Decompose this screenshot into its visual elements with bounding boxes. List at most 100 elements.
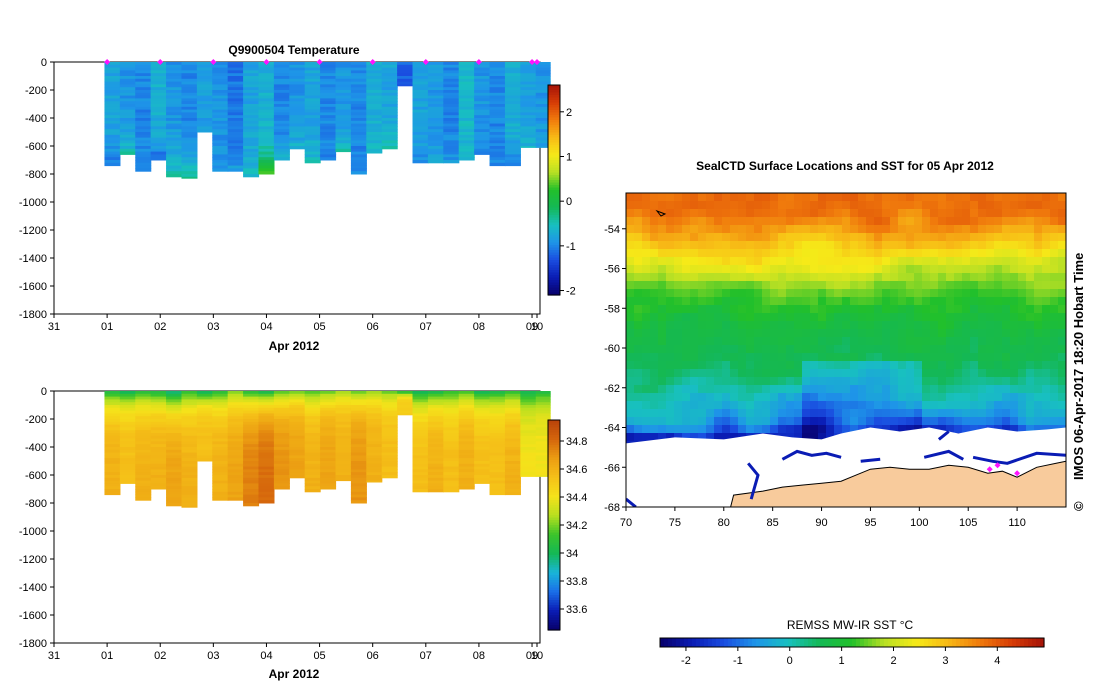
sst-cell	[1034, 233, 1043, 242]
section-cell	[104, 62, 121, 66]
section-cell	[443, 140, 460, 144]
sst-cell	[802, 417, 811, 426]
section-cell	[427, 84, 444, 88]
section-cell	[166, 151, 183, 155]
section-cell	[412, 109, 429, 113]
sst-cell	[794, 425, 803, 434]
section-cell	[212, 151, 229, 155]
section-cell	[504, 112, 521, 116]
sst-cell	[858, 241, 867, 250]
y-tick-label: -1400	[19, 253, 47, 265]
profile-column	[258, 62, 275, 175]
section-cell	[366, 126, 383, 130]
section-cell	[412, 396, 429, 400]
section-cell	[227, 455, 244, 459]
colorbar-swatch	[920, 638, 925, 647]
seal-location-marker	[1014, 470, 1021, 477]
section-cell	[227, 134, 244, 139]
section-cell	[504, 84, 521, 88]
sst-cell	[794, 297, 803, 306]
sst-cell	[850, 257, 859, 266]
colorbar-swatch	[852, 638, 857, 647]
section-cell	[443, 146, 460, 150]
section-cell	[520, 452, 537, 456]
sst-cell	[698, 273, 707, 282]
section-cell	[196, 92, 213, 97]
section-cell	[504, 447, 521, 451]
sst-cell	[642, 249, 651, 258]
sst-cell	[1058, 233, 1066, 242]
sst-cell	[714, 241, 723, 250]
section-cell	[227, 402, 244, 406]
section-cell	[366, 118, 383, 122]
sst-cell	[682, 345, 691, 354]
section-cell	[212, 466, 229, 470]
section-cell	[227, 463, 244, 468]
section-cell	[273, 427, 290, 431]
section-cell	[443, 132, 460, 136]
section-cell	[289, 407, 306, 412]
section-cell	[381, 76, 398, 80]
sst-cell	[938, 305, 947, 314]
section-cell	[458, 452, 475, 456]
sst-cell	[650, 337, 659, 346]
section-cell	[181, 129, 198, 133]
sst-cell	[810, 425, 819, 434]
sst-cell	[794, 393, 803, 402]
section-cell	[258, 101, 275, 105]
sst-cell	[786, 257, 795, 266]
section-cell	[474, 424, 491, 428]
sst-cell	[930, 289, 939, 298]
sst-cell	[634, 249, 643, 258]
section-cell	[489, 126, 506, 130]
sst-row	[626, 313, 1066, 322]
sst-cell	[642, 209, 651, 218]
sst-cell	[810, 337, 819, 346]
sst-cell	[898, 401, 907, 410]
section-cell	[397, 67, 414, 71]
section-cell	[504, 491, 521, 496]
sst-cell	[1002, 393, 1011, 402]
sst-cell	[834, 393, 843, 402]
sst-cell	[898, 417, 907, 426]
sst-cell	[1010, 297, 1019, 306]
section-cell	[366, 447, 383, 451]
sst-cell	[978, 193, 987, 202]
sst-cell	[1034, 305, 1043, 314]
sst-cell	[658, 385, 667, 394]
section-cell	[196, 399, 213, 403]
section-cell	[119, 106, 136, 111]
sst-cell	[698, 425, 707, 434]
sst-cell	[674, 257, 683, 266]
sst-cell	[874, 289, 883, 298]
section-cell	[304, 160, 321, 164]
sst-cell	[842, 401, 851, 410]
section-cell	[504, 154, 521, 158]
section-cell	[212, 62, 229, 66]
sst-cell	[690, 337, 699, 346]
section-cell	[181, 438, 198, 442]
profile-column	[150, 391, 167, 490]
section-cell	[504, 123, 521, 127]
section-cell	[104, 438, 121, 442]
sst-cell	[658, 273, 667, 282]
sst-cell	[978, 297, 987, 306]
colorbar-tick-label: 34.8	[566, 436, 587, 448]
section-cell	[135, 157, 152, 161]
sst-cell	[698, 201, 707, 210]
section-cell	[427, 475, 444, 479]
colorbar-swatch	[548, 582, 560, 586]
sst-cell	[882, 401, 891, 410]
sst-cell	[626, 257, 635, 266]
sst-cell	[858, 329, 867, 338]
section-cell	[335, 104, 352, 108]
sst-cell	[938, 201, 947, 210]
seal-location-marker	[994, 462, 1001, 469]
section-cell	[273, 475, 290, 479]
section-cell	[381, 98, 398, 102]
section-cell	[350, 424, 367, 428]
sst-cell	[730, 401, 739, 410]
section-cell	[135, 466, 152, 470]
sst-cell	[1042, 361, 1051, 370]
sst-cell	[674, 313, 683, 322]
